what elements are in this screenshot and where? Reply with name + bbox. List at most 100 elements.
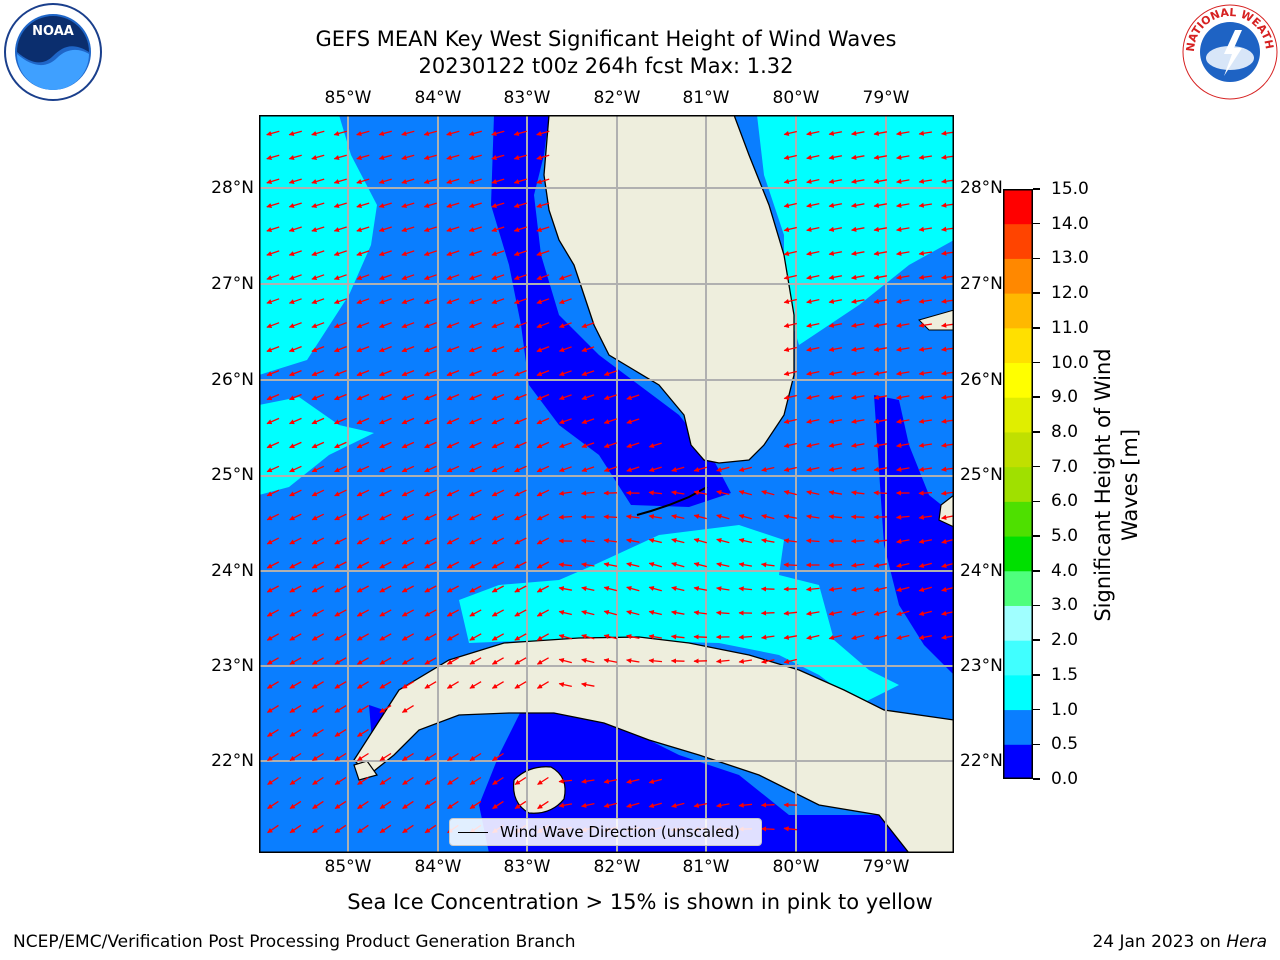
- wind-wave-arrow: [401, 226, 415, 233]
- wind-wave-arrow: [491, 417, 505, 425]
- wind-wave-arrow: [424, 776, 437, 786]
- lon-label-bottom: 85°W: [324, 857, 372, 877]
- wind-wave-arrow: [918, 394, 933, 400]
- wind-wave-arrow: [289, 441, 302, 449]
- wind-wave-arrow: [806, 634, 820, 640]
- wind-wave-arrow: [312, 824, 324, 834]
- wind-wave-arrow: [603, 610, 617, 616]
- wind-wave-arrow: [311, 513, 325, 521]
- colorbar-tick-mark: [1033, 361, 1040, 364]
- wind-wave-arrow: [783, 130, 797, 136]
- colorbar-tick-mark: [1033, 708, 1040, 711]
- wind-wave-arrow: [514, 609, 527, 617]
- wind-wave-arrow: [289, 393, 302, 401]
- wind-wave-arrow: [356, 561, 370, 569]
- wind-wave-arrow: [378, 226, 392, 233]
- wind-wave-arrow: [603, 538, 617, 544]
- wind-wave-arrow: [918, 562, 932, 568]
- colorbar-segment: [1003, 466, 1033, 502]
- wind-wave-arrow: [715, 658, 730, 664]
- wind-wave-arrow: [379, 752, 392, 762]
- wind-wave-arrow: [558, 514, 573, 520]
- wind-wave-arrow: [468, 130, 482, 136]
- wind-wave-arrow: [580, 538, 595, 544]
- wind-wave-arrow: [783, 226, 797, 232]
- wind-wave-arrow: [266, 705, 279, 713]
- wind-wave-arrow: [424, 369, 437, 377]
- wind-wave-arrow: [289, 657, 302, 665]
- wind-wave-arrow: [873, 562, 888, 568]
- wind-wave-arrow: [896, 274, 910, 280]
- wind-wave-arrow: [266, 417, 280, 425]
- wind-wave-arrow: [311, 154, 325, 160]
- colorbar-tick-mark: [1033, 743, 1040, 746]
- map-legend: Wind Wave Direction (unscaled): [449, 818, 762, 846]
- wind-wave-arrow: [761, 466, 775, 472]
- wind-wave-arrow: [873, 466, 888, 472]
- wind-wave-arrow: [491, 298, 505, 305]
- wind-wave-arrow: [423, 178, 437, 185]
- wind-wave-arrow: [356, 585, 370, 593]
- wind-wave-arrow: [333, 202, 347, 209]
- lon-label-bottom: 81°W: [682, 857, 730, 877]
- wind-wave-arrow: [468, 154, 482, 160]
- wind-wave-arrow: [581, 802, 595, 808]
- wind-wave-arrow: [379, 441, 392, 449]
- wind-wave-arrow: [783, 154, 797, 160]
- wind-wave-arrow: [537, 776, 549, 786]
- wind-wave-arrow: [806, 490, 820, 496]
- wind-wave-arrow: [850, 514, 865, 520]
- wind-wave-arrow: [783, 658, 797, 664]
- footer-date-text: 24 Jan 2023 on: [1092, 932, 1227, 952]
- wind-wave-arrow: [896, 346, 910, 352]
- wind-wave-arrow: [311, 609, 325, 617]
- wind-wave-arrow: [783, 274, 797, 280]
- wind-wave-arrow: [536, 369, 550, 377]
- wind-wave-arrow: [469, 513, 482, 521]
- wind-wave-arrow: [626, 634, 640, 640]
- wind-wave-arrow: [536, 633, 550, 641]
- wind-wave-arrow: [513, 226, 527, 233]
- wind-wave-arrow: [851, 490, 865, 496]
- wind-wave-arrow: [356, 537, 370, 545]
- wind-wave-arrow: [626, 610, 640, 616]
- wind-wave-arrow: [469, 609, 482, 617]
- wind-wave-arrow: [469, 489, 482, 497]
- wind-wave-arrow: [491, 369, 505, 377]
- wind-wave-arrow: [513, 178, 527, 185]
- wind-wave-arrow: [716, 538, 730, 544]
- wind-wave-arrow: [603, 802, 617, 808]
- wind-wave-arrow: [288, 178, 302, 185]
- wind-wave-arrow: [738, 490, 752, 496]
- wind-wave-arrow: [356, 609, 370, 617]
- wind-wave-arrow: [603, 394, 617, 401]
- wind-wave-arrow: [603, 370, 617, 377]
- wind-wave-arrow: [514, 561, 527, 569]
- lat-label-left: 27°N: [211, 274, 254, 294]
- wind-wave-arrow: [356, 417, 370, 425]
- wind-wave-arrow: [716, 514, 730, 520]
- wind-wave-arrow: [513, 250, 527, 257]
- wind-wave-arrow: [334, 393, 347, 401]
- wind-wave-arrow: [357, 752, 369, 762]
- wind-wave-arrow: [311, 202, 325, 209]
- wind-wave-arrow: [806, 274, 820, 280]
- wind-wave-arrow: [311, 369, 325, 377]
- wind-wave-arrow: [401, 417, 415, 425]
- wind-wave-arrow: [424, 824, 437, 834]
- wind-wave-arrow: [514, 657, 527, 665]
- colorbar-tick-mark: [1033, 570, 1040, 572]
- wind-wave-arrow: [401, 705, 414, 713]
- footer-credit: NCEP/EMC/Verification Post Processing Pr…: [13, 932, 576, 952]
- wind-wave-arrow: [896, 154, 910, 160]
- colorbar-tick-mark: [1033, 535, 1040, 537]
- lat-label-left: 25°N: [211, 465, 254, 485]
- colorbar-tick-mark: [1033, 222, 1040, 225]
- wind-wave-arrow: [648, 538, 662, 544]
- wind-wave-arrow: [267, 729, 279, 737]
- wind-wave-arrow: [805, 586, 820, 592]
- wind-wave-arrow: [333, 250, 347, 257]
- lon-label-top: 80°W: [772, 88, 820, 108]
- wind-wave-arrow: [918, 298, 933, 304]
- wind-wave-arrow: [469, 800, 482, 810]
